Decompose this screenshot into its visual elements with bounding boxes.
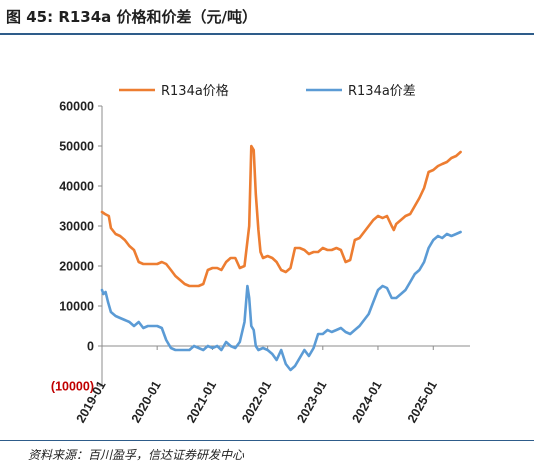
legend-label-price: R134a价格	[161, 83, 229, 99]
y-tick-label: (10000)	[51, 380, 94, 394]
x-tick-label: 2024-01	[349, 378, 384, 425]
series-line-spread	[100, 230, 462, 372]
series-line-price	[100, 144, 462, 288]
y-tick-label: 20000	[59, 260, 94, 274]
x-tick-label: 2020-01	[129, 378, 164, 425]
line-chart: 60000 50000 40000 30000 20000 10000 0 (10000) 20…	[51, 83, 470, 425]
figure-title-bar: 图 45: R134a 价格和价差（元/吨）	[0, 0, 534, 35]
footer-rule	[0, 440, 534, 441]
y-tick-label: 0	[87, 340, 94, 354]
title-rule	[0, 33, 534, 35]
x-tick-label: 2021-01	[184, 378, 219, 425]
figure-title: 图 45: R134a 价格和价差（元/吨）	[6, 8, 258, 26]
x-tick-label: 2022-01	[239, 378, 274, 425]
x-tick-label: 2025-01	[405, 378, 440, 425]
x-tick-label: 2023-01	[294, 378, 329, 425]
y-tick-label: 60000	[59, 100, 94, 114]
y-tick-label: 50000	[59, 140, 94, 154]
y-tick-label: 30000	[59, 220, 94, 234]
y-tick-label: 10000	[59, 300, 94, 314]
legend-label-spread: R134a价差	[348, 84, 416, 99]
y-tick-label: 40000	[59, 180, 94, 194]
source-note: 资料来源：百川盈孚，信达证券研发中心	[28, 448, 245, 462]
